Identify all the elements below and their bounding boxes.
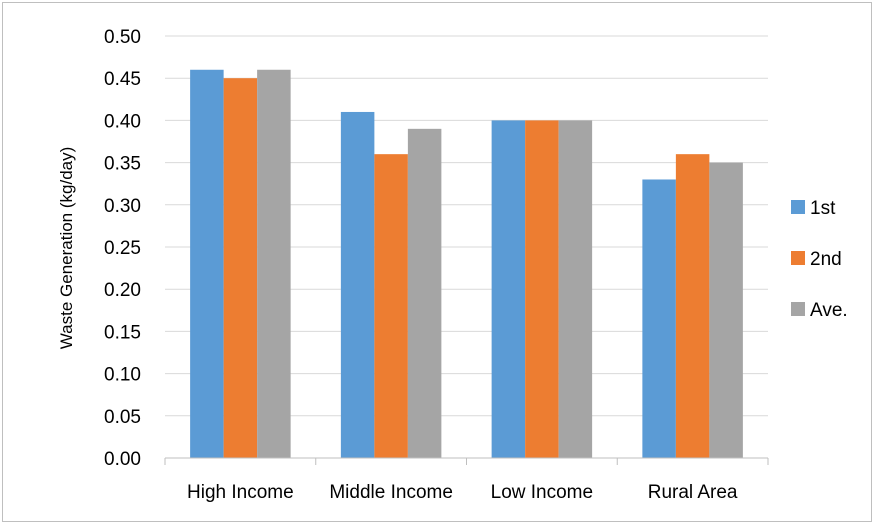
axes <box>164 457 769 465</box>
bar-ave-rural-area <box>709 162 743 458</box>
x-tick-label: Rural Area <box>648 482 738 503</box>
y-axis-title: Waste Generation (kg/day) <box>57 147 76 350</box>
bars <box>190 69 743 459</box>
bar-2nd-middle-income <box>374 154 408 458</box>
legend-swatch <box>791 302 805 316</box>
y-tick-label: 0.40 <box>104 111 141 132</box>
legend-swatch <box>791 200 805 214</box>
bar-ave-high-income <box>257 69 291 458</box>
bar-1st-low-income <box>491 120 526 459</box>
bar-ave-low-income <box>558 120 593 459</box>
bar-chart: 0.00 0.05 0.10 0.15 0.20 0.25 0.30 0.35 0.40 0.45… <box>57 27 848 503</box>
bar-1st-rural-area <box>642 179 676 459</box>
bar-2nd-rural-area <box>675 154 710 458</box>
legend-label: 2nd <box>810 249 842 270</box>
y-tick-label: 0.05 <box>104 407 141 428</box>
bar-ave-middle-income <box>407 128 442 458</box>
y-tick-label: 0.25 <box>104 238 141 259</box>
legend: 1st 2nd Ave. <box>791 198 848 321</box>
legend-label: 1st <box>810 198 836 219</box>
legend-label: Ave. <box>810 300 848 321</box>
legend-swatch <box>791 251 805 265</box>
bar-2nd-high-income <box>223 78 258 458</box>
y-tick-label: 0.35 <box>104 154 141 175</box>
y-tick-label: 0.00 <box>104 449 141 470</box>
y-tick-label: 0.10 <box>104 365 141 386</box>
x-tick-labels: High Income Middle Income Low Income Rural … <box>187 482 738 503</box>
y-tick-label: 0.20 <box>104 280 141 301</box>
x-tick-label: Middle Income <box>329 482 453 503</box>
y-tick-labels: 0.00 0.05 0.10 0.15 0.20 0.25 0.30 0.35 0.40 0.45… <box>104 27 141 470</box>
x-tick-label: High Income <box>187 482 294 503</box>
bar-1st-high-income <box>190 69 224 458</box>
y-tick-label: 0.15 <box>104 322 141 343</box>
y-tick-label: 0.50 <box>104 27 141 48</box>
bar-1st-middle-income <box>340 111 375 459</box>
y-tick-label: 0.30 <box>104 196 141 217</box>
y-tick-label: 0.45 <box>104 69 141 90</box>
bar-2nd-low-income <box>525 120 559 459</box>
x-tick-label: Low Income <box>491 482 593 503</box>
